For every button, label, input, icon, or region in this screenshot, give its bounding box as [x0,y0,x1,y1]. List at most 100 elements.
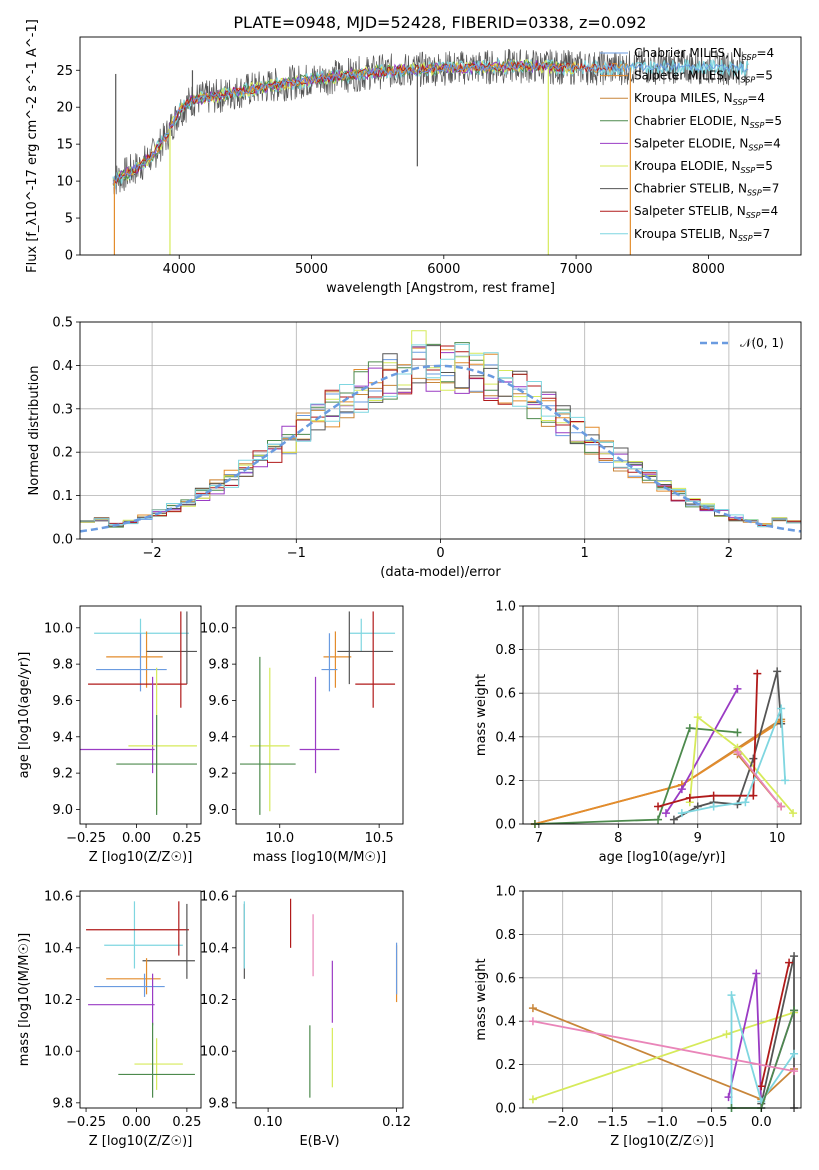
mass-weight-line [688,715,794,814]
mass-weight-vs-Z-frame [522,890,802,1109]
age-vs-mass-frame [235,605,404,825]
spectrum-curves [112,48,749,255]
spectrum-x-axis-label: wavelength [Angstrom, rest frame] [326,281,555,296]
y-tick-label: 9.4 [52,730,73,745]
y-tick-label: 10.4 [44,941,73,956]
mass-weight-marker [528,1017,537,1026]
mass-weight-marker [790,1049,799,1058]
age-vs-Z-ticks: −0.25 0.00 0.25 9.0 9.2 9.4 9.6 9.8 10.0 [44,621,201,846]
mass-weight-marker [722,1030,731,1039]
y-tick-label: 0.8 [495,643,516,658]
mass-weight-vs-age-y-axis-label: mass weight [474,674,489,756]
legend-label: Chabrier MILES, NSSP=4 [634,46,774,62]
spectrum-panel: 4000 5000 6000 7000 8000 0 5 10 15 20 25 wavelength… [25,19,802,296]
mass-weight-marker [528,1004,537,1013]
mass-vs-ebv-x-axis-label: E(B-V) [299,1134,339,1149]
x-tick-label: −0.5 [696,1115,728,1130]
x-tick-label: −1.5 [597,1115,629,1130]
y-tick-label: 10.0 [44,621,73,636]
y-tick-label: 9.2 [52,767,73,782]
y-tick-label: 0.1 [52,489,73,504]
figure-title: PLATE=0948, MJD=52428, FIBERID=0338, z=0… [233,13,646,32]
x-tick-label: 0.00 [122,831,151,846]
age-vs-Z-y-axis-label: age [log10(age/yr)] [17,652,32,779]
mass-weight-marker [669,815,678,824]
x-tick-label: 8000 [692,262,725,277]
residuals-y-axis-label: Normed distribution [27,366,42,496]
x-tick-label: −2.0 [547,1115,579,1130]
mass-weight-marker [790,952,799,961]
mass-weight-vs-age-x-axis-label: age [log10(age/yr)] [599,850,726,865]
plots-layer: 4000 5000 6000 7000 80000510152025wavelength… [17,19,802,1149]
mass-weight-marker [741,798,750,807]
spectrum-line [112,61,749,184]
mass-weight-marker [709,791,718,800]
x-tick-label: 7 [535,831,543,846]
mass-weight-vs-age-lines [530,667,798,828]
residuals-x-axis-label: (data-model)/error [380,565,501,580]
y-tick-label: 9.6 [52,694,73,709]
mass-weight-marker [749,791,758,800]
y-tick-label: 0.2 [495,1058,516,1073]
mass-weight-marker [677,785,686,794]
x-tick-label: 6000 [427,262,460,277]
x-tick-label: 10 [769,831,786,846]
y-tick-label: 1.0 [495,600,516,615]
mass-vs-Z-x-axis-label: Z [log10(Z/Z☉)] [89,1134,193,1149]
x-tick-label: −1 [287,546,306,561]
age-vs-mass-x-axis-label: mass [log10(M/M☉)] [253,850,386,865]
residuals-ticks: −2 −1 0 1 2 0.0 0.1 0.2 0.3 0.4 0.5 [52,316,733,562]
spectrum-line [112,61,630,186]
x-tick-label: 10.0 [265,831,294,846]
y-tick-label: 0.0 [495,1102,516,1117]
residual-histograms [80,330,801,533]
y-tick-label: 10.6 [44,890,73,905]
y-tick-label: 0.3 [52,402,73,417]
age-vs-Z-panel: −0.25 0.00 0.25 9.0 9.2 9.4 9.6 9.8 10.0 Z [log10… [17,605,202,865]
y-tick-label: 10.0 [200,621,229,636]
mass-weight-line [736,751,782,808]
x-tick-label: 10.5 [365,831,394,846]
mass-weight-line [532,1020,795,1072]
mass-vs-ebv-points [243,898,398,1098]
mass-weight-marker [733,728,742,737]
legend-label: Salpeter MILES, NSSP=5 [634,69,773,85]
mass-weight-marker [677,809,686,818]
y-tick-label: 9.8 [208,1096,229,1111]
x-tick-label: 9 [694,831,702,846]
x-tick-label: −2 [143,546,162,561]
x-tick-label: 4000 [163,262,196,277]
mass-weight-vs-age-plot-area [523,605,801,828]
mass-weight-marker [749,754,758,763]
legend-label: Chabrier ELODIE, NSSP=5 [634,114,782,130]
mass-weight-marker [752,969,761,978]
spectrum-y-axis-label: Flux [f_λ10^-17 erg cm^-2 s^-1 A^-1] [25,19,40,273]
y-tick-label: 9.0 [52,803,73,818]
age-vs-mass-panel: 10.0 10.5 9.0 9.2 9.4 9.6 9.8 10.0 mass [log10(M… [200,605,404,865]
y-tick-label: 15 [56,138,73,153]
mass-weight-marker [781,776,790,785]
y-tick-label: 1.0 [495,885,516,900]
mass-weight-marker [685,793,694,802]
mass-vs-Z-ticks: −0.25 0.00 0.25 9.8 10.0 10.2 10.4 10.6 [44,890,201,1130]
y-tick-label: 0.5 [52,316,73,331]
x-tick-label: 0.25 [172,831,201,846]
legend-label: Kroupa STELIB, NSSP=7 [634,227,770,243]
mass-weight-vs-age-ticks: 7 8 9 10 0.0 0.2 0.4 0.6 0.8 1.0 [495,600,785,847]
mass-weight-marker [790,1006,799,1015]
mass-weight-marker [654,815,663,824]
x-tick-label: −1.0 [646,1115,678,1130]
mass-weight-line [730,994,795,1108]
y-tick-label: 10.2 [200,993,229,1008]
y-tick-label: 9.8 [52,658,73,673]
legend-label: Chabrier STELIB, NSSP=7 [634,182,779,198]
mass-vs-Z-panel: −0.25 0.00 0.25 9.8 10.0 10.2 10.4 10.6 Z [log10… [17,890,202,1149]
legend-label: Salpeter ELODIE, NSSP=4 [634,136,781,152]
y-tick-label: 0.2 [52,446,73,461]
mass-vs-Z-y-axis-label: mass [log10(M/M☉)] [17,933,32,1066]
mass-vs-Z-plot-area [86,901,195,1098]
mass-weight-marker [757,1082,766,1091]
mass-vs-Z-frame [79,890,202,1109]
y-tick-label: 0.2 [495,774,516,789]
